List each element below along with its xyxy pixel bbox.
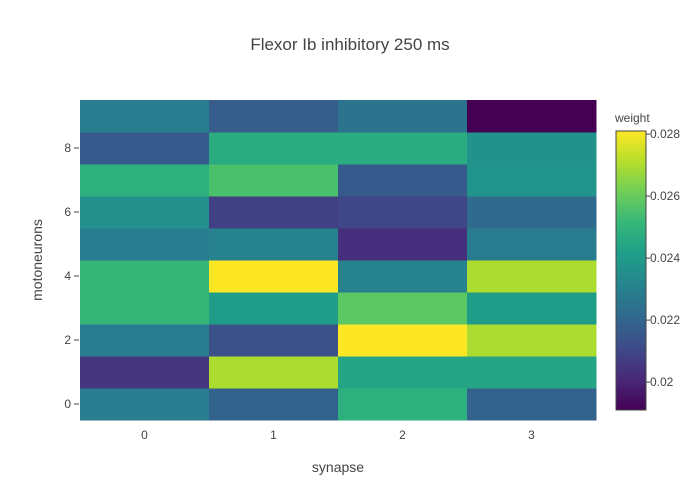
heatmap-cell-3-3 — [467, 292, 597, 325]
heatmap-cell-7-3 — [467, 164, 597, 197]
colorbar-tick-label-2: 0.024 — [650, 251, 680, 265]
colorbar-tick-label-4: 0.028 — [650, 127, 680, 141]
y-axis-title: motoneurons — [29, 219, 45, 301]
y-tick-label-2: 2 — [64, 333, 71, 347]
heatmap-cell-2-0 — [80, 324, 210, 357]
y-tick-label-4: 4 — [64, 269, 71, 283]
y-tick-label-6: 6 — [64, 205, 71, 219]
heatmap-cell-5-3 — [467, 228, 597, 261]
heatmap-cell-9-2 — [338, 100, 468, 133]
heatmap-cell-3-0 — [80, 292, 210, 325]
colorbar: weight 0.02 0.022 0.024 0.026 0.028 — [614, 111, 680, 411]
heatmap-cell-5-2 — [338, 228, 468, 261]
heatmap-cell-8-1 — [209, 132, 339, 165]
heatmap-cell-3-2 — [338, 292, 468, 325]
y-axis-ticks: 0 2 4 6 8 — [64, 141, 79, 411]
x-tick-label-1: 1 — [270, 428, 277, 442]
heatmap-cell-4-0 — [80, 260, 210, 293]
heatmap-cell-9-1 — [209, 100, 339, 133]
colorbar-tick-label-0: 0.02 — [650, 375, 674, 389]
colorbar-tick-label-1: 0.022 — [650, 313, 680, 327]
heatmap-cell-0-1 — [209, 388, 339, 421]
heatmap-cell-2-2 — [338, 324, 468, 357]
heatmap-cell-6-3 — [467, 196, 597, 229]
heatmap-cell-7-0 — [80, 164, 210, 197]
x-axis-title: synapse — [312, 459, 364, 475]
heatmap-cell-8-2 — [338, 132, 468, 165]
colorbar-title: weight — [614, 111, 650, 125]
heatmap-cell-4-2 — [338, 260, 468, 293]
heatmap-cell-0-0 — [80, 388, 210, 421]
heatmap-cell-9-0 — [80, 100, 210, 133]
heatmap-cell-7-2 — [338, 164, 468, 197]
heatmap-cell-9-3 — [467, 100, 597, 133]
heatmap-cell-2-3 — [467, 324, 597, 357]
x-tick-label-2: 2 — [399, 428, 406, 442]
heatmap-cell-6-0 — [80, 196, 210, 229]
heatmap-cells — [80, 100, 597, 421]
heatmap-cell-6-2 — [338, 196, 468, 229]
heatmap-cell-4-3 — [467, 260, 597, 293]
heatmap-cell-6-1 — [209, 196, 339, 229]
heatmap-cell-5-1 — [209, 228, 339, 261]
heatmap-cell-3-1 — [209, 292, 339, 325]
y-tick-label-0: 0 — [64, 397, 71, 411]
x-tick-label-3: 3 — [528, 428, 535, 442]
chart-title: Flexor Ib inhibitory 250 ms — [250, 35, 449, 54]
heatmap-cell-0-3 — [467, 388, 597, 421]
heatmap-cell-7-1 — [209, 164, 339, 197]
x-tick-label-0: 0 — [141, 428, 148, 442]
colorbar-gradient — [615, 130, 647, 411]
colorbar-ticks: 0.02 0.022 0.024 0.026 0.028 — [646, 127, 680, 389]
x-axis-ticks: 0 1 2 3 — [141, 428, 535, 442]
heatmap-cell-4-1 — [209, 260, 339, 293]
heatmap-cell-8-3 — [467, 132, 597, 165]
heatmap-cell-1-3 — [467, 356, 597, 389]
heatmap-cell-2-1 — [209, 324, 339, 357]
heatmap-cell-8-0 — [80, 132, 210, 165]
y-tick-label-8: 8 — [64, 141, 71, 155]
heatmap-cell-0-2 — [338, 388, 468, 421]
heatmap-cell-1-2 — [338, 356, 468, 389]
colorbar-tick-label-3: 0.026 — [650, 189, 680, 203]
heatmap-cell-1-1 — [209, 356, 339, 389]
heatmap-cell-5-0 — [80, 228, 210, 261]
heatmap-cell-1-0 — [80, 356, 210, 389]
